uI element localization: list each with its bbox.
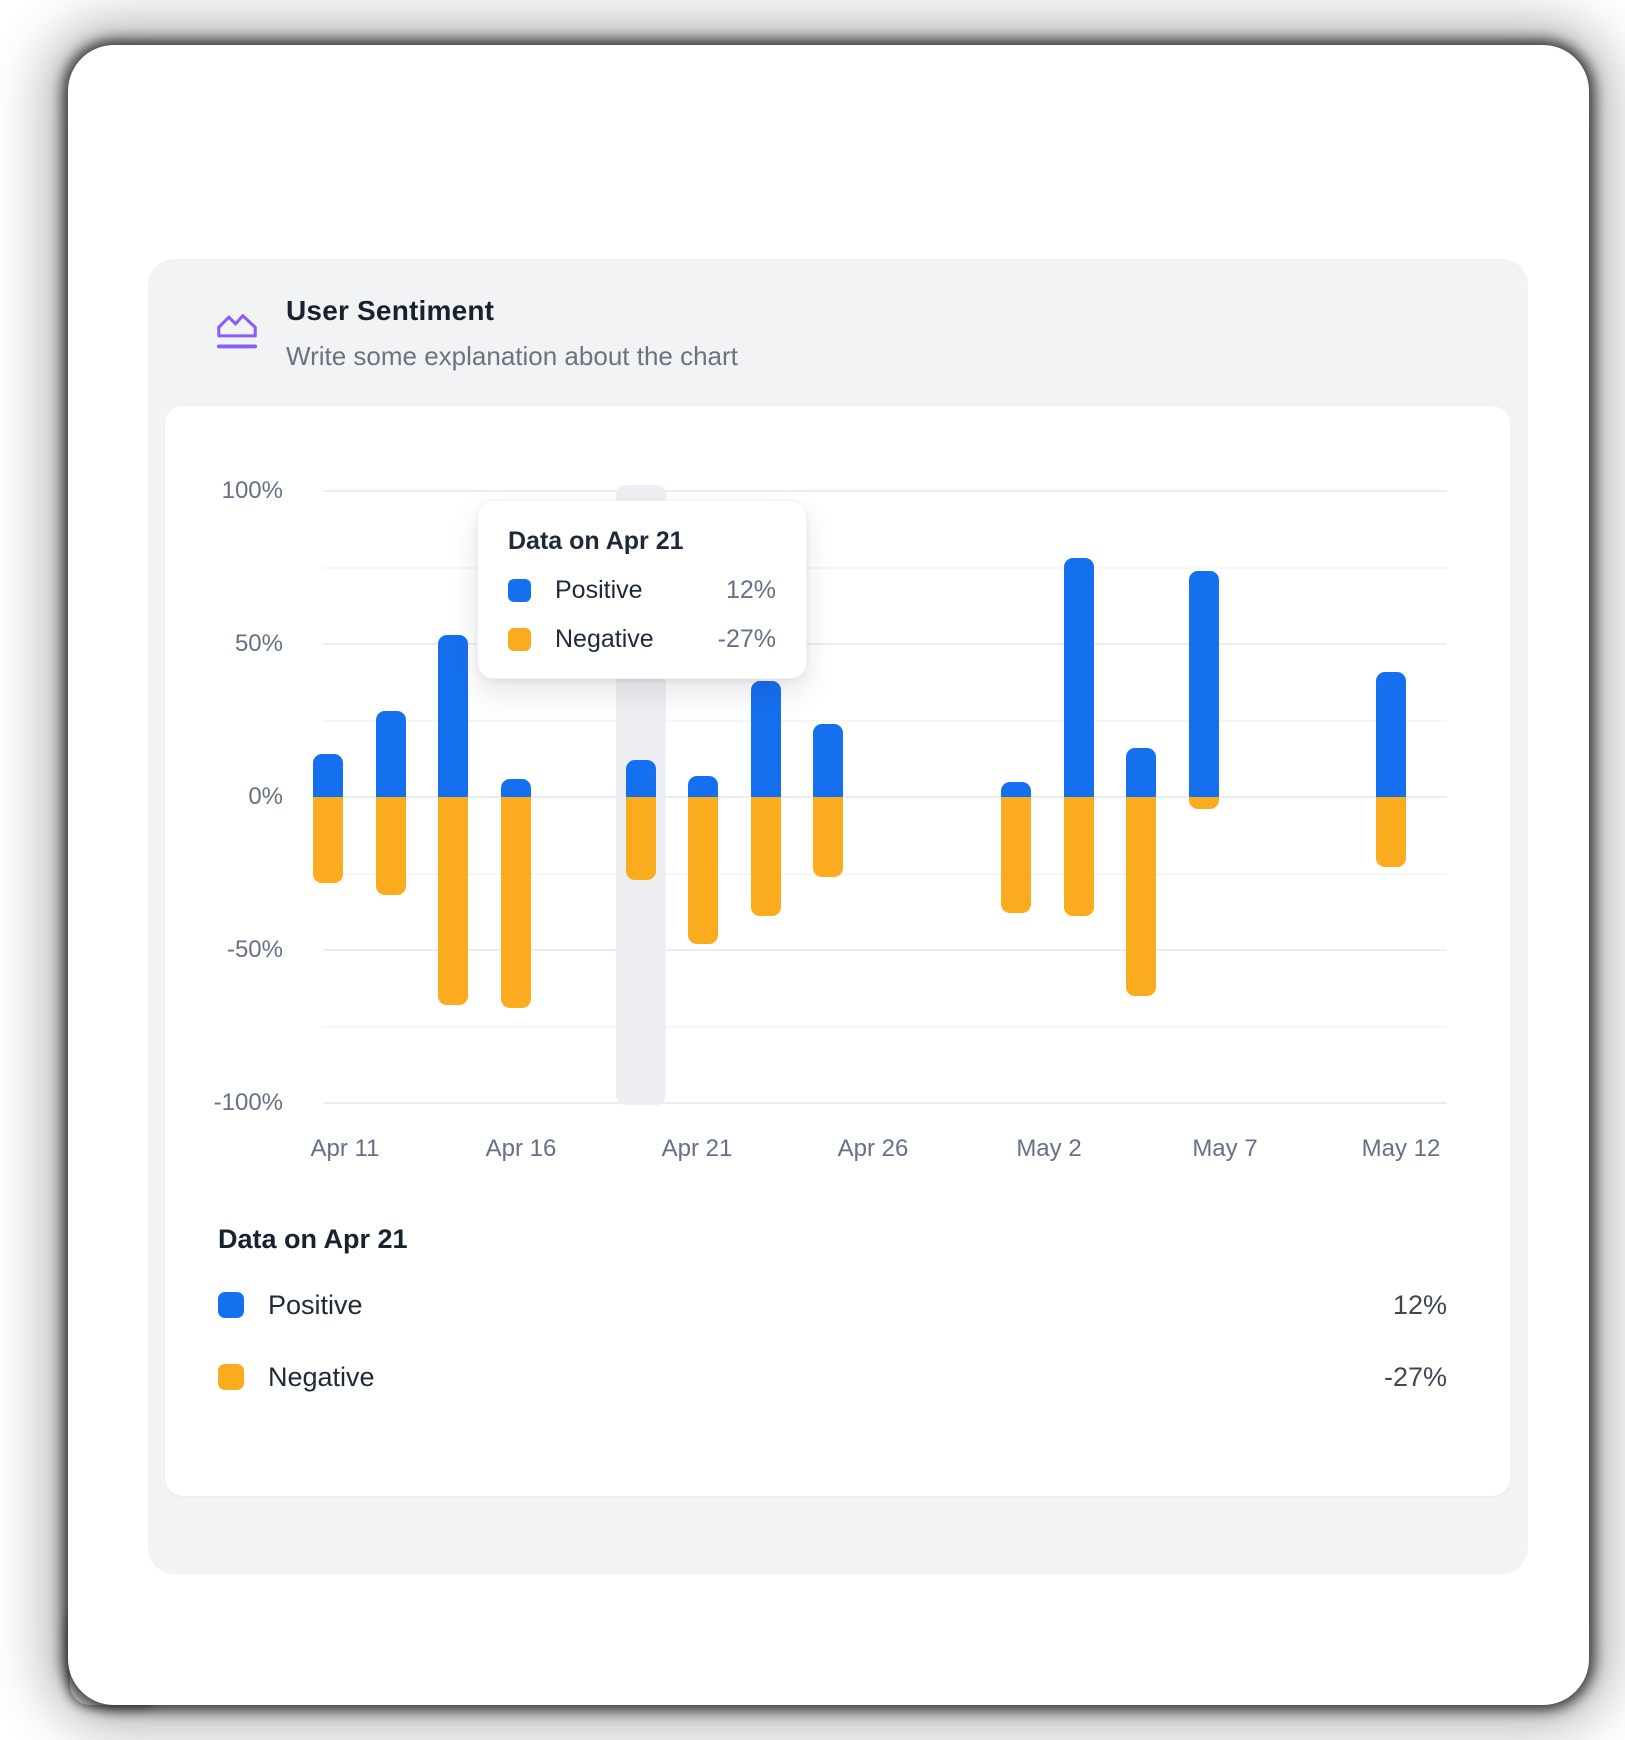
x-axis-label-apr-21: Apr 21 xyxy=(661,1135,733,1162)
sentiment-bar-negative-7[interactable] xyxy=(813,797,844,877)
positive-swatch xyxy=(508,579,531,602)
t-label: Positive xyxy=(555,576,643,604)
sentiment-bar-negative-12[interactable] xyxy=(1376,797,1407,868)
x-axis-label-may-2: May 2 xyxy=(1016,1135,1082,1162)
gridline-100 xyxy=(323,490,1447,492)
gridline-25 xyxy=(323,719,1447,722)
app-window: User Sentiment Write some explanation ab… xyxy=(68,45,1589,1705)
x-axis-label-apr-16: Apr 16 xyxy=(485,1135,557,1162)
sentiment-bar-positive-9[interactable] xyxy=(1063,558,1094,797)
t-row-positive: Positive 12% xyxy=(508,576,776,605)
x-axis-label-may-12: May 12 xyxy=(1361,1135,1441,1162)
plot-area: 100% 50% 0% -50% -100% Apr 11 Apr 16 Apr 21 Apr … xyxy=(165,406,1510,1496)
l-value: -27% xyxy=(1383,1361,1447,1392)
gridline-0 xyxy=(323,796,1447,798)
area-chart-icon xyxy=(216,314,258,349)
t-value: 12% xyxy=(725,576,776,604)
positive-swatch xyxy=(218,1292,244,1318)
sentiment-bar-positive-7[interactable] xyxy=(813,723,844,797)
sentiment-bar-negative-8[interactable] xyxy=(1001,797,1032,914)
negative-swatch xyxy=(508,628,531,651)
gridline--50 xyxy=(323,949,1447,951)
chart-card: User Sentiment Write some explanation ab… xyxy=(148,259,1528,1574)
gridline--100 xyxy=(323,1102,1447,1104)
y-axis-label--50: -50% xyxy=(226,936,283,963)
sentiment-bar-positive-2[interactable] xyxy=(438,634,469,797)
sentiment-bar-negative-10[interactable] xyxy=(1126,797,1157,996)
sentiment-bar-positive-5[interactable] xyxy=(688,775,719,797)
sentiment-bar-negative-9[interactable] xyxy=(1063,797,1094,917)
l-label: Negative xyxy=(268,1361,375,1392)
sentiment-bar-negative-4[interactable] xyxy=(625,797,656,880)
sentiment-bar-positive-11[interactable] xyxy=(1188,570,1219,797)
card-title: User Sentiment xyxy=(286,295,495,326)
card-subtitle: Write some explanation about the chart xyxy=(286,341,738,371)
chart-legend: Data on Apr 21 Positive 12% Negative -27% xyxy=(218,1224,1447,1399)
gridline-50 xyxy=(323,643,1447,645)
sentiment-bar-negative-3[interactable] xyxy=(500,797,531,1009)
sentiment-bar-negative-6[interactable] xyxy=(750,797,781,917)
gridline--75 xyxy=(323,1025,1447,1028)
y-axis-label-0: 0% xyxy=(248,783,283,810)
sentiment-bar-positive-8[interactable] xyxy=(1001,781,1032,797)
sentiment-bar-negative-2[interactable] xyxy=(438,797,469,1006)
gridline-75 xyxy=(323,566,1447,569)
sentiment-bar-negative-11[interactable] xyxy=(1188,797,1219,810)
l-row-negative[interactable]: Negative -27% xyxy=(218,1355,1447,1399)
l-label: Positive xyxy=(268,1289,363,1320)
l-row-positive[interactable]: Positive 12% xyxy=(218,1283,1447,1327)
chart-panel: 100% 50% 0% -50% -100% Apr 11 Apr 16 Apr 21 Apr … xyxy=(165,406,1510,1496)
card-header: User Sentiment Write some explanation ab… xyxy=(214,295,738,372)
chart-tooltip: Data on Apr 21 Positive 12% Negative -27% xyxy=(477,500,807,679)
legend-title: Data on Apr 21 xyxy=(218,1224,408,1254)
x-axis-label-apr-11: Apr 11 xyxy=(310,1135,380,1162)
sentiment-bar-positive-0[interactable] xyxy=(313,754,343,797)
sentiment-bar-positive-10[interactable] xyxy=(1126,748,1157,797)
l-value: 12% xyxy=(1392,1289,1447,1320)
gridline--25 xyxy=(323,872,1447,875)
tooltip-rows: Positive 12% Negative -27% xyxy=(508,576,776,654)
t-value: -27% xyxy=(717,625,776,653)
sentiment-bar-negative-5[interactable] xyxy=(688,797,719,944)
y-axis-label-50: 50% xyxy=(234,630,283,657)
negative-swatch xyxy=(218,1364,244,1390)
x-axis-label-may-7: May 7 xyxy=(1192,1135,1258,1162)
sentiment-bar-negative-0[interactable] xyxy=(313,797,343,883)
sentiment-bar-positive-4[interactable] xyxy=(625,760,656,797)
sentiment-bar-negative-1[interactable] xyxy=(375,797,406,895)
sentiment-bar-positive-1[interactable] xyxy=(375,711,406,797)
x-axis-label-apr-26: Apr 26 xyxy=(837,1135,909,1162)
sentiment-bar-positive-6[interactable] xyxy=(750,680,781,797)
card-header-text: User Sentiment Write some explanation ab… xyxy=(286,295,738,372)
y-axis-label-100: 100% xyxy=(221,477,283,504)
y-axis-label--100: -100% xyxy=(213,1089,283,1116)
t-label: Negative xyxy=(555,625,654,653)
legend-rows: Positive 12% Negative -27% xyxy=(218,1283,1447,1399)
sentiment-bar-positive-3[interactable] xyxy=(500,778,531,797)
tooltip-title: Data on Apr 21 xyxy=(508,527,684,555)
sentiment-bar-positive-12[interactable] xyxy=(1376,671,1407,797)
t-row-negative: Negative -27% xyxy=(508,625,776,654)
